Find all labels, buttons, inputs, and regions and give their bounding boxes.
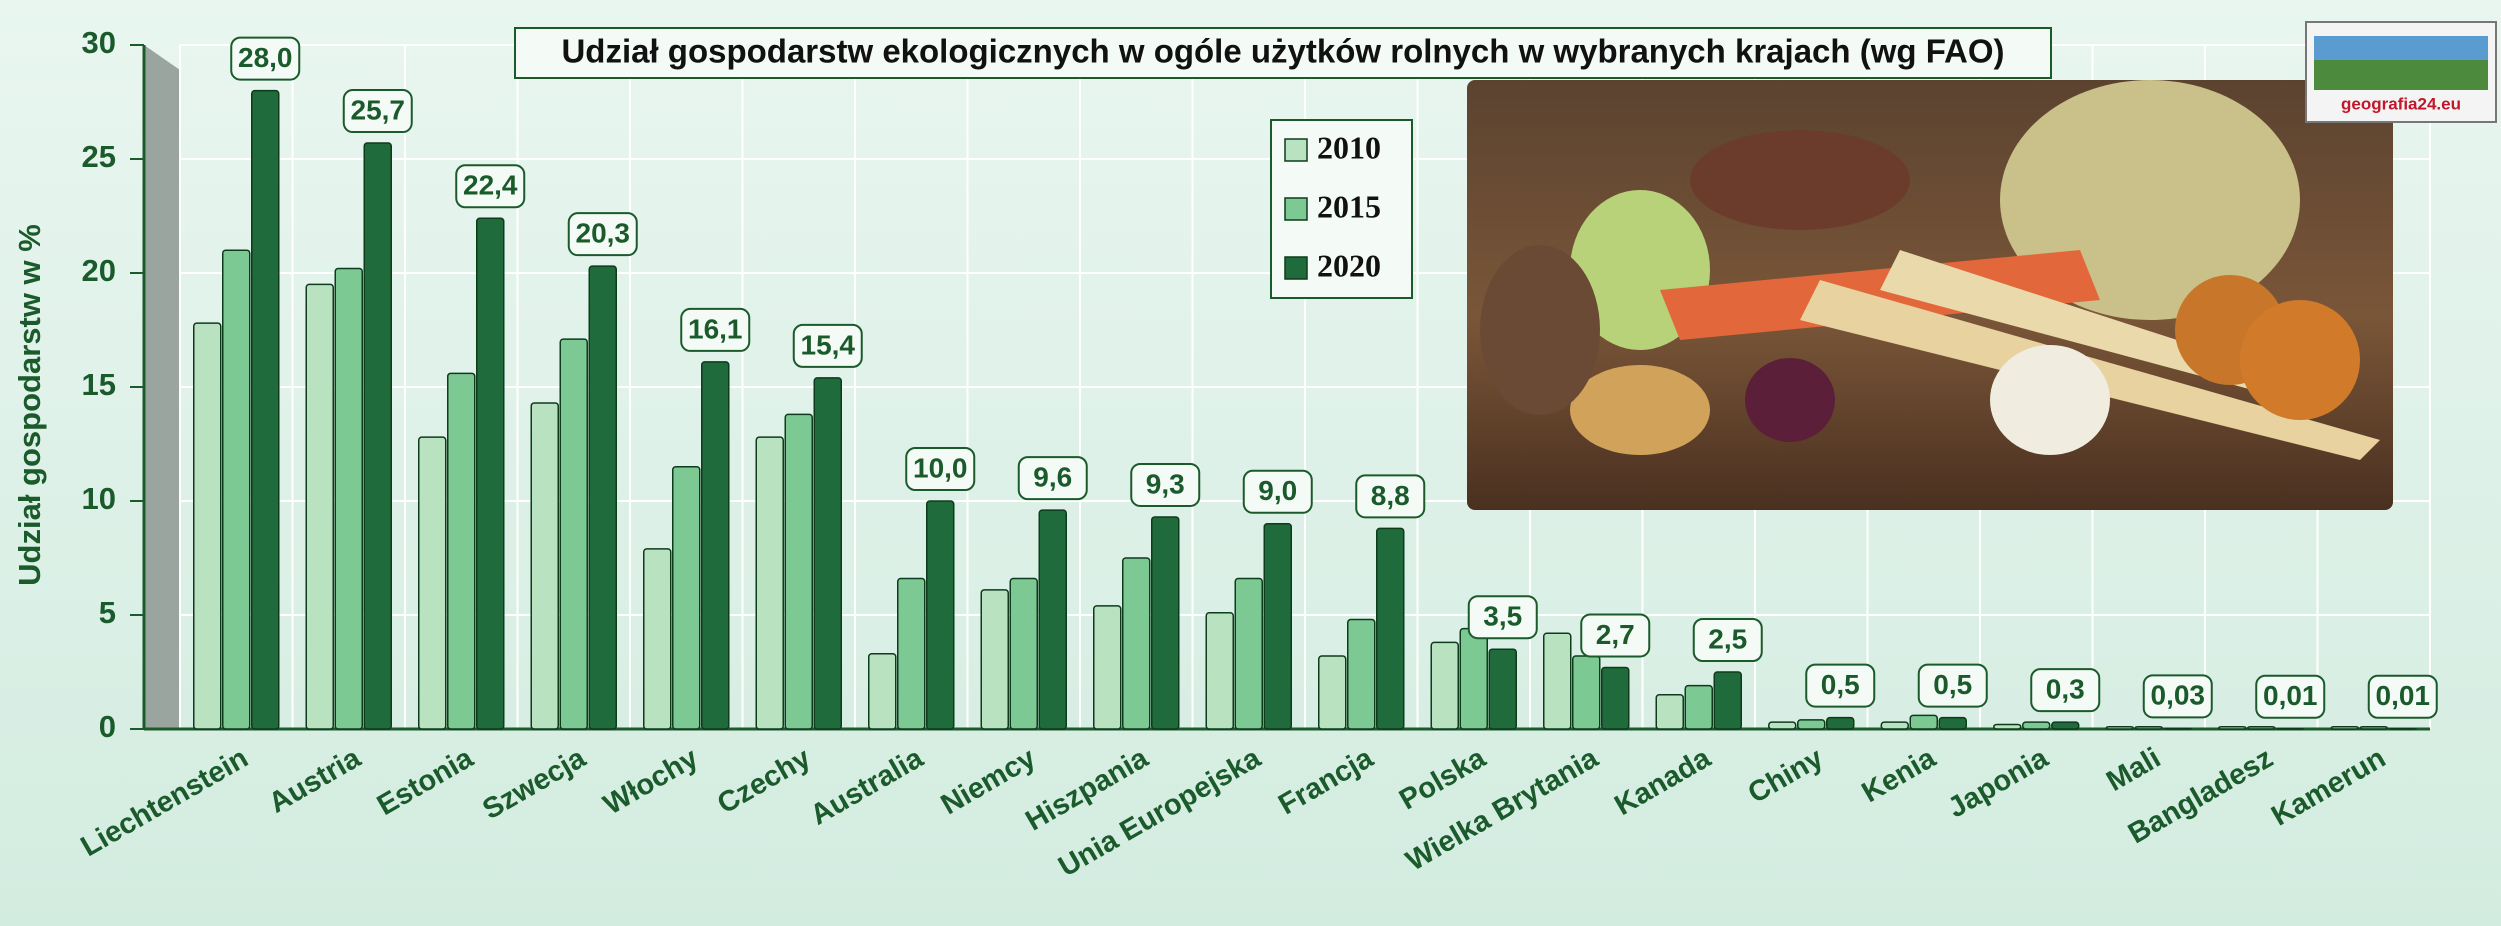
bar — [2135, 727, 2162, 729]
y-tick-label: 25 — [82, 139, 116, 174]
bar — [223, 250, 250, 729]
data-label: 15,4 — [801, 329, 856, 360]
bar — [448, 373, 475, 729]
y-tick-label: 0 — [99, 709, 116, 744]
bar — [1460, 629, 1487, 729]
y-axis-label: Udział gospodarstw w % — [12, 224, 47, 586]
bar — [531, 403, 558, 729]
bar — [419, 437, 446, 729]
data-label: 16,1 — [688, 313, 743, 344]
bar — [785, 414, 812, 729]
data-label: 0,03 — [2151, 680, 2206, 711]
data-label: 2,7 — [1596, 619, 1635, 650]
bar — [2106, 727, 2133, 729]
data-label: 8,8 — [1371, 480, 1410, 511]
legend-swatch — [1285, 139, 1307, 161]
bar — [702, 362, 729, 729]
bar — [1010, 579, 1037, 729]
data-label: 0,5 — [1933, 669, 1972, 700]
bar — [1264, 524, 1291, 729]
y-tick-label: 10 — [82, 481, 116, 516]
bar — [2164, 728, 2191, 729]
bar — [477, 218, 504, 729]
bar — [1994, 724, 2021, 729]
bar — [2360, 727, 2387, 729]
data-label: 0,01 — [2263, 680, 2318, 711]
logo: geografia24.eu — [2306, 22, 2496, 122]
chart: geografia24.eu Udział gospodarstw ekolog… — [0, 0, 2501, 926]
bar — [1910, 715, 1937, 729]
bar — [1939, 718, 1966, 729]
bar — [1489, 649, 1516, 729]
photo — [1467, 80, 2393, 510]
y-tick-label: 20 — [82, 253, 116, 288]
bar — [335, 268, 362, 729]
bar — [644, 549, 671, 729]
bar — [2023, 722, 2050, 729]
y-tick-label: 30 — [82, 25, 116, 60]
bar — [1573, 656, 1600, 729]
data-label: 9,6 — [1033, 462, 1072, 493]
y-tick-label: 5 — [99, 595, 116, 630]
legend-label: 2015 — [1317, 188, 1381, 224]
bar — [1714, 672, 1741, 729]
data-label: 0,3 — [2046, 674, 2085, 705]
data-label: 10,0 — [913, 452, 968, 483]
bar — [194, 323, 221, 729]
data-label: 25,7 — [351, 94, 406, 125]
legend-swatch — [1285, 198, 1307, 220]
data-label: 3,5 — [1483, 601, 1522, 632]
bar — [1685, 686, 1712, 729]
bar — [1602, 667, 1629, 729]
bar — [814, 378, 841, 729]
y-tick-label: 15 — [82, 367, 116, 402]
logo-text: geografia24.eu — [2341, 94, 2461, 113]
data-label: 9,3 — [1146, 468, 1185, 499]
bar — [1152, 517, 1179, 729]
data-label: 22,4 — [463, 170, 518, 201]
legend-label: 2020 — [1317, 247, 1381, 283]
bar — [2248, 727, 2275, 729]
bar — [1094, 606, 1121, 729]
data-label: 9,0 — [1258, 475, 1297, 506]
bar — [252, 91, 279, 729]
data-label: 0,01 — [2376, 680, 2431, 711]
bar — [869, 654, 896, 729]
bar — [1656, 695, 1683, 729]
bar — [673, 467, 700, 729]
data-label: 20,3 — [576, 218, 631, 249]
bar — [2219, 727, 2246, 729]
bar — [981, 590, 1008, 729]
bar — [1319, 656, 1346, 729]
bar — [1348, 620, 1375, 729]
bar — [589, 266, 616, 729]
bar — [306, 284, 333, 729]
bar — [1431, 642, 1458, 729]
legend-swatch — [1285, 257, 1307, 279]
chart-title: Udział gospodarstw ekologicznych w ogóle… — [561, 33, 2004, 70]
bar — [2331, 727, 2358, 729]
bar — [1235, 579, 1262, 729]
data-label: 0,5 — [1821, 669, 1860, 700]
bar — [364, 143, 391, 729]
bar — [1798, 720, 1825, 729]
bar — [1377, 528, 1404, 729]
data-label: 2,5 — [1708, 623, 1747, 654]
data-label: 28,0 — [238, 42, 293, 73]
bar — [1881, 722, 1908, 729]
bar — [2052, 722, 2079, 729]
bar — [1769, 722, 1796, 729]
bar — [1827, 718, 1854, 729]
bar — [1544, 633, 1571, 729]
legend-label: 2010 — [1317, 129, 1381, 165]
bar — [927, 501, 954, 729]
bar — [756, 437, 783, 729]
bar — [560, 339, 587, 729]
bar — [898, 579, 925, 729]
side-wall — [144, 45, 180, 729]
bar — [1039, 510, 1066, 729]
bar — [1206, 613, 1233, 729]
bar — [1123, 558, 1150, 729]
